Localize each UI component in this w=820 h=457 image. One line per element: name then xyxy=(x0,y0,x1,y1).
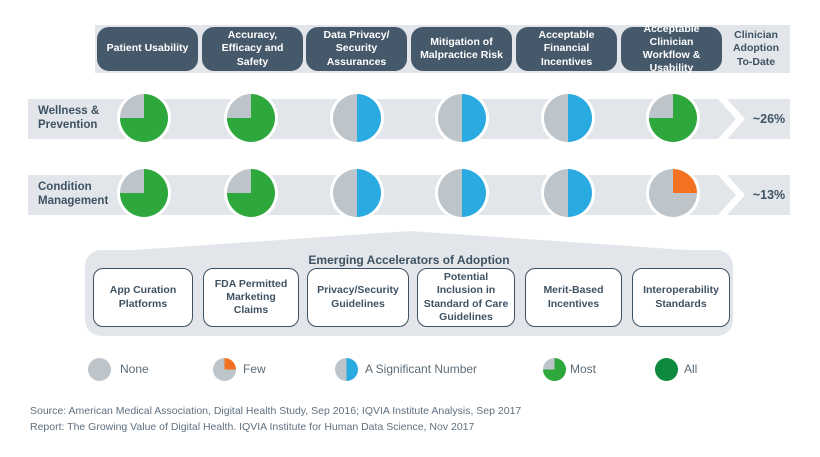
legend-all-icon xyxy=(655,358,678,381)
accelerator-standard-of-care: Potential Inclusion in Standard of Care … xyxy=(417,268,515,327)
pie-wellness-data-privacy xyxy=(333,94,381,142)
header-malpractice-risk: Mitigation of Malpractice Risk xyxy=(411,27,512,71)
legend-none-icon xyxy=(88,358,111,381)
row-label-wellness-prevention: Wellness & Prevention xyxy=(38,105,100,131)
chevron-arrow-icon xyxy=(718,175,745,215)
legend-few-label: Few xyxy=(243,362,266,376)
header-clinician-adoption: Clinician Adoption To-Date xyxy=(732,28,780,68)
header-clinician-workflow: Acceptable Clinician Workflow & Usabilit… xyxy=(621,23,722,74)
pie-condition-financial-incentives xyxy=(544,169,592,217)
accelerator-app-curation: App Curation Platforms xyxy=(93,268,193,327)
pie-wellness-patient-usability xyxy=(120,94,168,142)
accelerator-merit-incentives: Merit-Based Incentives xyxy=(525,268,622,327)
report-line: Report: The Growing Value of Digital Hea… xyxy=(30,421,475,433)
pie-condition-accuracy-efficacy xyxy=(227,169,275,217)
pie-wellness-accuracy-efficacy xyxy=(227,94,275,142)
row-label-condition-management: Condition Management xyxy=(38,181,109,207)
legend-most-label: Most xyxy=(570,362,597,376)
pie-wellness-financial-incentives xyxy=(544,94,592,142)
pie-condition-malpractice-risk xyxy=(438,169,486,217)
accelerator-fda-claims: FDA Permitted Marketing Claims xyxy=(203,268,299,327)
header-financial-incentives: Acceptable Financial Incentives xyxy=(516,27,617,71)
legend-significant-label: A Significant Number xyxy=(365,362,478,376)
pie-wellness-clinician-workflow xyxy=(649,94,697,142)
legend-most-icon xyxy=(543,358,566,381)
source-line: Source: American Medical Association, Di… xyxy=(30,405,522,417)
accelerators-container xyxy=(85,250,733,336)
accelerators-title: Emerging Accelerators of Adoption xyxy=(308,253,510,267)
legend-few-icon xyxy=(213,358,236,381)
accelerator-privacy-guidelines: Privacy/Security Guidelines xyxy=(307,268,409,327)
header-data-privacy: Data Privacy/ Security Assurances xyxy=(306,27,407,71)
adoption-value-wellness: ~26% xyxy=(752,112,786,126)
adoption-value-condition: ~13% xyxy=(752,188,786,202)
header-patient-usability: Patient Usability xyxy=(97,27,198,71)
legend-significant-icon xyxy=(335,358,358,381)
pie-condition-patient-usability xyxy=(120,169,168,217)
pie-wellness-malpractice-risk xyxy=(438,94,486,142)
pie-condition-data-privacy xyxy=(333,169,381,217)
legend-all-label: All xyxy=(684,362,698,376)
pie-condition-clinician-workflow xyxy=(649,169,697,217)
accelerator-interoperability: Interoperability Standards xyxy=(632,268,730,327)
legend-none-label: None xyxy=(120,362,149,376)
header-accuracy-efficacy: Accuracy, Efficacy and Safety xyxy=(202,27,303,71)
chevron-arrow-icon xyxy=(718,99,745,139)
